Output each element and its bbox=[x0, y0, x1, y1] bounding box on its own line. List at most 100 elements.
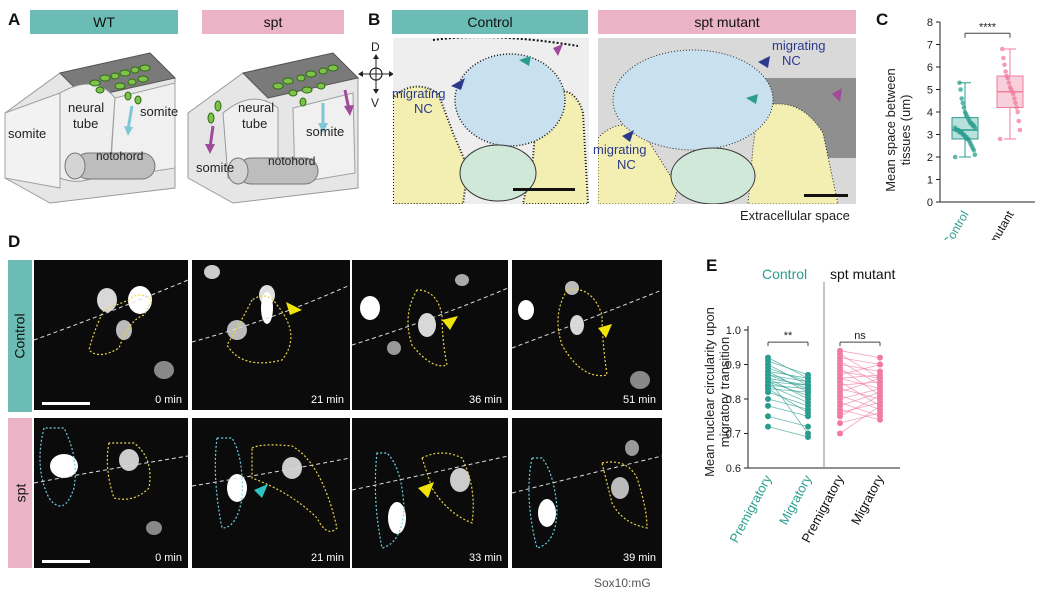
e-pair-line bbox=[839, 364, 881, 372]
c-ylabel-line2: tissues (um) bbox=[898, 95, 913, 166]
e-point-mig bbox=[877, 361, 883, 368]
e-pair-line bbox=[767, 360, 809, 376]
c-point bbox=[1016, 118, 1022, 124]
spt-neural: neural bbox=[238, 100, 275, 115]
control-time-3: 36 min bbox=[468, 394, 502, 406]
embryo-schematics bbox=[4, 52, 359, 204]
c-ytick-label: 0 bbox=[927, 197, 933, 209]
e-pair-line bbox=[839, 350, 881, 358]
e-pair-line bbox=[767, 388, 809, 414]
spt-migrating-bottom: migrating bbox=[593, 142, 647, 157]
e-ylabel-line1: Mean nuclear circularity upon bbox=[702, 307, 717, 477]
control-frame-4: 51 min bbox=[512, 260, 662, 410]
e-point-pre bbox=[765, 375, 771, 382]
e-pair-line bbox=[839, 388, 881, 400]
e-point-mig bbox=[877, 354, 883, 361]
e-point-pre bbox=[765, 402, 771, 409]
e-xtick-label: Premigratory bbox=[726, 472, 774, 545]
spt-frame-4: 39 min bbox=[512, 418, 662, 568]
row-label-spt: spt bbox=[8, 418, 32, 568]
e-point-mig bbox=[877, 402, 883, 409]
e-pair-line bbox=[767, 405, 809, 417]
e-pair-line bbox=[767, 381, 809, 386]
e-pair-line bbox=[839, 377, 881, 393]
e-group-control: Control bbox=[762, 266, 808, 282]
wt-banner: WT bbox=[30, 10, 178, 34]
spt-mutant-banner: spt mutant bbox=[598, 10, 856, 34]
c-point bbox=[952, 125, 958, 131]
control-migrating: migrating bbox=[392, 86, 446, 101]
c-ylabel-line1: Mean space between bbox=[883, 68, 898, 192]
e-point-pre bbox=[837, 420, 843, 427]
compass-icon bbox=[358, 54, 394, 94]
e-significance: ** bbox=[784, 330, 793, 342]
e-point-mig bbox=[805, 430, 811, 437]
e-pair-line bbox=[767, 371, 809, 379]
e-point-pre bbox=[837, 413, 843, 420]
spt-time-3: 33 min bbox=[468, 552, 502, 564]
e-point-pre bbox=[765, 423, 771, 430]
c-ytick-label: 8 bbox=[927, 17, 933, 29]
e-pair-line bbox=[767, 388, 809, 393]
e-pair-line bbox=[839, 402, 881, 414]
e-pair-line bbox=[839, 374, 881, 379]
wt-neural: neural bbox=[68, 100, 105, 115]
c-point bbox=[960, 100, 966, 106]
c-point bbox=[1007, 84, 1013, 90]
c-point bbox=[1000, 46, 1005, 52]
e-point-pre bbox=[765, 413, 771, 420]
c-point bbox=[1014, 105, 1019, 110]
c-point bbox=[958, 87, 963, 92]
e-pair-line bbox=[767, 378, 809, 434]
c-ytick-label: 7 bbox=[927, 40, 933, 52]
panel-b-label: B bbox=[368, 10, 381, 29]
control-banner: Control bbox=[392, 10, 588, 34]
c-point bbox=[972, 152, 978, 158]
spt-migrating-top: migrating bbox=[772, 38, 826, 53]
e-point-mig bbox=[877, 392, 883, 399]
e-pair-line bbox=[767, 384, 809, 390]
c-point bbox=[1013, 100, 1018, 106]
e-point-mig bbox=[805, 389, 811, 396]
c-point bbox=[1017, 127, 1023, 133]
e-pair-line bbox=[767, 398, 809, 410]
panel-e-label: E bbox=[706, 256, 718, 275]
panel-d-label: D bbox=[8, 232, 21, 251]
e-pair-line bbox=[839, 405, 881, 434]
e-point-mig bbox=[877, 409, 883, 416]
e-point-pre bbox=[765, 385, 771, 392]
spt-frame-3: 33 min bbox=[352, 418, 508, 568]
c-category-label: Control bbox=[940, 209, 971, 241]
spt-tube: tube bbox=[242, 116, 268, 131]
spt-frame-2: 21 min bbox=[192, 418, 350, 568]
control-frame-1: 0 min bbox=[34, 260, 188, 410]
spt-notochord: notohord bbox=[268, 154, 316, 168]
c-point bbox=[959, 96, 964, 101]
c-point bbox=[961, 105, 967, 110]
e-pair-line bbox=[767, 381, 809, 396]
e-pair-line bbox=[767, 374, 809, 383]
e-pair-line bbox=[767, 391, 809, 407]
e-pair-line bbox=[839, 360, 881, 386]
control-micrograph bbox=[393, 38, 589, 204]
e-xtick-label: Migratory bbox=[848, 472, 887, 527]
sox10-caption: Sox10:mG bbox=[594, 576, 651, 590]
control-nc: NC bbox=[414, 101, 433, 116]
wt-notochord: notohord bbox=[96, 149, 144, 163]
spt-time-1: 0 min bbox=[155, 552, 182, 564]
e-pair-line bbox=[839, 371, 881, 379]
e-point-pre bbox=[765, 396, 771, 402]
panel-c-label: C bbox=[876, 10, 889, 29]
c-point bbox=[997, 136, 1003, 142]
c-point bbox=[1015, 109, 1020, 115]
e-ytick-label: 0.6 bbox=[726, 463, 741, 475]
e-ytick-label: 0.8 bbox=[726, 394, 741, 406]
box-plot-chart: Mean space between tissues (um) 0 1 2 3 4 5 6 7… bbox=[883, 17, 1035, 241]
c-point bbox=[1004, 73, 1009, 79]
c-ytick-label: 3 bbox=[927, 130, 933, 142]
c-point bbox=[1006, 80, 1012, 86]
control-time-4: 51 min bbox=[622, 394, 656, 406]
e-ytick-label: 0.7 bbox=[726, 429, 741, 441]
c-point bbox=[1001, 55, 1006, 61]
spt-banner: spt bbox=[202, 10, 344, 34]
